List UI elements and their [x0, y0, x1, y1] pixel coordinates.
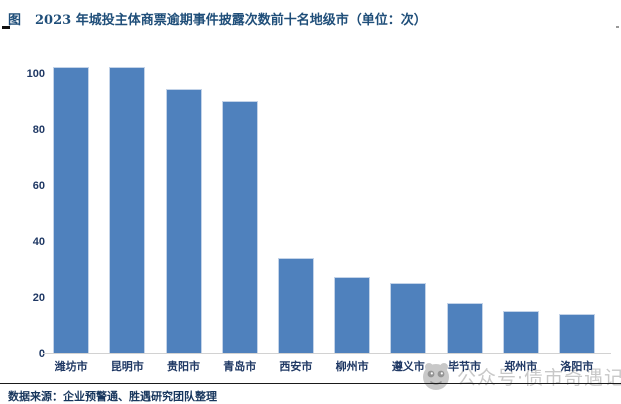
x-axis-label-贵阳市: 贵阳市 — [167, 360, 200, 373]
table-border-fragment-right — [616, 26, 619, 28]
bar-slot — [212, 59, 268, 353]
y-axis-tick-0: 0 — [38, 348, 45, 360]
x-axis-label-毕节市: 毕节市 — [448, 360, 482, 373]
x-axis-label-郑州市: 郑州市 — [504, 360, 538, 373]
bar-西安市 — [277, 258, 314, 353]
bar-柳州市 — [334, 277, 371, 353]
y-axis-tick-20: 20 — [32, 291, 45, 304]
bar-贵阳市 — [165, 89, 202, 353]
bar-郑州市 — [502, 311, 539, 353]
y-axis-tick-40: 40 — [32, 235, 45, 248]
bar-slot — [380, 59, 436, 353]
bars-group — [43, 59, 605, 353]
bar-slot — [268, 59, 324, 353]
bar-青岛市 — [221, 101, 258, 353]
footer-divider-line — [0, 383, 621, 384]
bar-slot — [155, 59, 211, 353]
y-axis-tick-60: 60 — [32, 179, 45, 192]
bar-slot — [436, 59, 492, 353]
bar-slot — [99, 59, 155, 353]
x-axis-line — [43, 353, 611, 354]
chart-title: 图 2023 年城投主体商票逾期事件披露次数前十名地级市（单位：次） — [8, 9, 608, 28]
x-axis-label-洛阳市: 洛阳市 — [560, 360, 594, 373]
figure-label: 图 — [8, 13, 22, 28]
bar-chart-plot — [43, 59, 611, 354]
x-axis-category-labels: 潍坊市 昆明市 贵阳市 青岛市 西安市 柳州市 遵义市 毕节市 郑州市 洛阳市 — [43, 358, 605, 374]
bar-洛阳市 — [558, 314, 595, 353]
chart-title-text: 2023 年城投主体商票逾期事件披露次数前十名地级市（单位：次） — [35, 13, 427, 28]
x-axis-label-遵义市: 遵义市 — [391, 360, 425, 373]
bar-slot — [43, 59, 99, 353]
x-axis-label-青岛市: 青岛市 — [223, 360, 257, 373]
bar-昆明市 — [109, 67, 146, 353]
y-axis-tick-80: 80 — [32, 123, 45, 136]
y-axis-tick-100: 100 — [26, 67, 45, 80]
bar-slot — [493, 59, 549, 353]
bar-潍坊市 — [53, 67, 90, 353]
data-source-note: 数据来源：企业预警通、胜遇研究团队整理 — [8, 390, 217, 403]
table-border-fragment-left — [2, 26, 10, 29]
bar-毕节市 — [446, 303, 483, 353]
bar-遵义市 — [390, 283, 427, 353]
x-axis-label-西安市: 西安市 — [279, 360, 313, 373]
bar-slot — [549, 59, 605, 353]
bar-slot — [324, 59, 380, 353]
x-axis-label-柳州市: 柳州市 — [335, 360, 369, 373]
x-axis-label-潍坊市: 潍坊市 — [54, 360, 88, 373]
x-axis-label-昆明市: 昆明市 — [110, 360, 144, 373]
